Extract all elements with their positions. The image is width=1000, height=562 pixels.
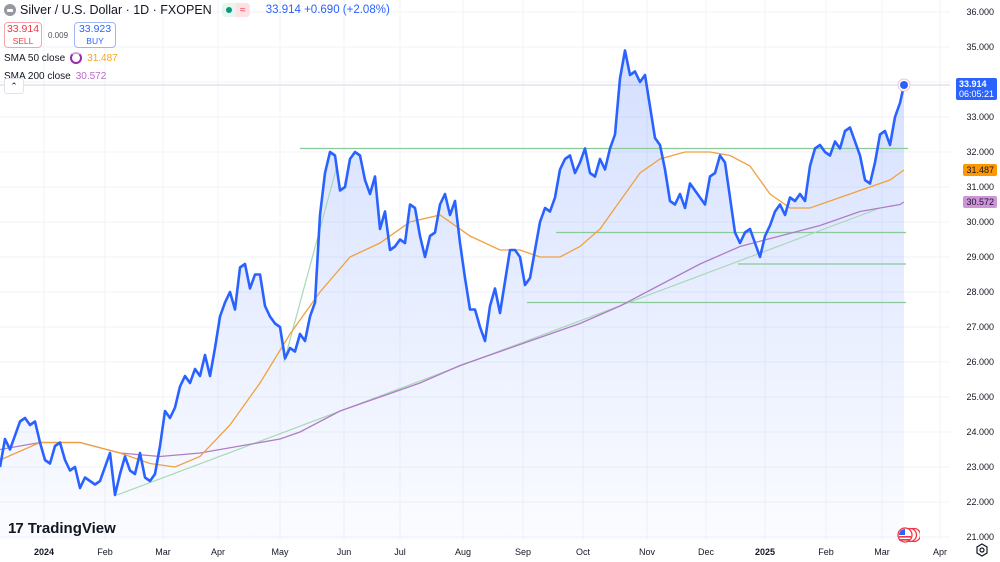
sma200-price-tag: 30.572 [963,196,997,208]
last-price-tag: 33.914 06:05:21 [955,78,997,100]
time-axis-label: Nov [638,547,656,557]
last-price-tag-value: 33.914 [958,79,987,89]
time-axis-label: Mar [874,547,890,557]
tradingview-logo[interactable]: 17 TradingView [8,520,116,537]
indicator-name: SMA 200 close [4,70,71,82]
market-open-icon [221,3,236,17]
price-axis-label: 31.000 [966,182,994,192]
time-axis-label: Aug [454,547,472,557]
price-axis-label: 33.000 [966,112,994,122]
indicator-value: 30.572 [75,70,107,82]
symbol-title[interactable]: Silver / U.S. Dollar · 1D · FXOPEN [20,3,212,17]
price-line [0,49,906,497]
delayed-data-icon: ≈ [235,3,250,17]
time-axis-label: Jul [394,547,406,557]
time-axis-label: Apr [932,547,948,557]
time-axis-label: 2024 [33,547,55,557]
price-axis-label: 29.000 [966,252,994,262]
symbol-header: Silver / U.S. Dollar · 1D · FXOPEN ≈ 33.… [4,2,390,18]
symbol-icon [4,4,16,16]
sma50-line [0,151,905,468]
time-axis-label: May [271,547,289,557]
price-axis-label: 32.000 [966,147,994,157]
trade-buttons: 33.914 SELL 0.009 33.923 BUY [4,22,390,48]
chart-legend: Silver / U.S. Dollar · 1D · FXOPEN ≈ 33.… [4,2,390,84]
price-axis-label: 35.000 [966,42,994,52]
price-axis-label: 22.000 [966,497,994,507]
price-axis-label: 26.000 [966,357,994,367]
spread-value: 0.009 [48,30,69,40]
countdown-timer: 06:05:21 [958,89,994,99]
price-axis-label: 25.000 [966,392,994,402]
sell-price: 33.914 [6,23,40,35]
price-axis-label: 23.000 [966,462,994,472]
indicator-sma50[interactable]: SMA 50 close 31.487 [4,50,390,66]
indicator-value: 31.487 [87,52,118,64]
price-axis-label: 27.000 [966,322,994,332]
buy-price: 33.923 [78,23,112,35]
time-axis-label: Oct [575,547,591,557]
price-axis-label: 24.000 [966,427,994,437]
sell-button[interactable]: 33.914 SELL [4,22,42,48]
loading-spinner-icon [70,52,83,64]
time-axis-label: Jun [336,547,352,557]
price-summary: 33.914 +0.690 (+2.08%) [266,4,390,16]
indicator-sma200[interactable]: SMA 200 close 30.572 [4,68,390,84]
time-axis-label: Dec [697,547,715,557]
price-axis-label: 36.000 [966,7,994,17]
time-axis-label: Sep [514,547,532,557]
sma200-line [0,201,905,458]
price-area-fill [0,50,904,540]
price-change: +0.690 [304,4,340,16]
sell-label: SELL [12,36,34,46]
time-axis-label: 2025 [754,547,776,557]
price-change-pct: (+2.08%) [342,4,390,16]
buy-label: BUY [86,36,104,46]
indicator-name: SMA 50 close [4,52,66,64]
settings-gear-icon[interactable] [975,543,989,557]
time-axis-label: Feb [818,547,834,557]
economic-events-flag-icon[interactable] [896,527,920,543]
collapse-legend-button[interactable]: ⌃ [4,78,24,94]
time-axis-label: Feb [97,547,113,557]
tradingview-logo-text: TradingView [27,520,116,537]
horizontal-levels [300,147,908,304]
chevron-up-icon: ⌃ [10,80,18,91]
price-axis-label: 21.000 [966,532,994,542]
market-status[interactable]: ≈ [221,3,250,17]
last-price: 33.914 [265,4,301,16]
buy-button[interactable]: 33.923 BUY [74,22,117,48]
sma50-price-tag: 31.487 [963,164,997,176]
last-price-dot [900,81,908,90]
tradingview-logo-icon: 17 [8,520,24,537]
time-axis-label: Mar [155,547,171,557]
price-axis-label: 28.000 [966,287,994,297]
price-axis-label: 30.000 [966,217,994,227]
time-axis-label: Apr [210,547,226,557]
